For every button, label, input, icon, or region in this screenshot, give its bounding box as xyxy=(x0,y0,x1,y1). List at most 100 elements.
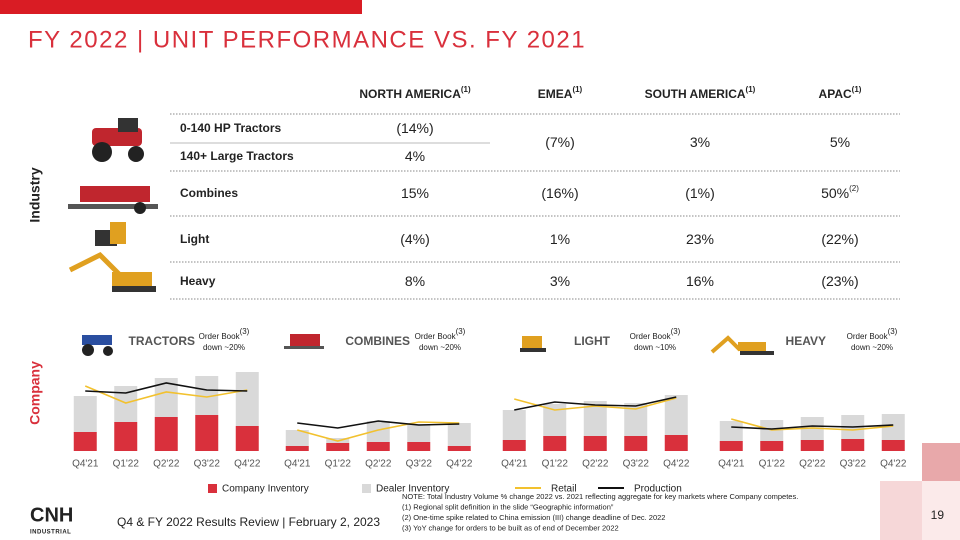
x-tick-label: Q1'22 xyxy=(325,459,352,470)
table-cell: 3% xyxy=(550,273,570,289)
table-cell: 3% xyxy=(690,134,710,150)
line xyxy=(514,396,677,411)
text-part: (14%) xyxy=(396,120,433,136)
bar xyxy=(881,440,905,451)
superscript: (3) xyxy=(456,327,466,336)
bar xyxy=(881,414,905,440)
text-part: (16%) xyxy=(541,185,578,201)
bar xyxy=(841,439,865,451)
text-part: 3% xyxy=(690,134,710,150)
line xyxy=(731,418,894,431)
x-tick-label: Q2'22 xyxy=(582,459,609,470)
chart-label: TRACTORS xyxy=(129,334,195,348)
text-part: Order Book xyxy=(630,332,672,341)
order-book-value: down ~20% xyxy=(203,343,245,352)
table-cell: 23% xyxy=(686,231,714,247)
table-cell: (23%) xyxy=(821,273,858,289)
x-tick-label: Q4'22 xyxy=(880,459,907,470)
text-part: (7%) xyxy=(545,134,575,150)
text-part: (1%) xyxy=(685,185,715,201)
bar xyxy=(543,436,567,451)
bar xyxy=(447,446,471,451)
x-tick-label: Q3'22 xyxy=(406,459,433,470)
page-number: 19 xyxy=(931,508,945,522)
order-book: Order Book(3) xyxy=(630,327,681,341)
text-part: Order Book xyxy=(199,332,241,341)
bar xyxy=(285,446,309,451)
text-part: SOUTH AMERICA xyxy=(645,87,746,101)
text-part: 1% xyxy=(550,231,570,247)
text-part: 50% xyxy=(821,185,849,201)
industry-label: Industry xyxy=(27,167,43,222)
row-label: 140+ Large Tractors xyxy=(180,149,294,163)
bar xyxy=(366,442,390,451)
bar xyxy=(73,396,97,432)
text-part: 5% xyxy=(830,134,850,150)
bar xyxy=(664,395,688,435)
x-tick-label: Q1'22 xyxy=(759,459,786,470)
table-cell: 16% xyxy=(686,273,714,289)
company-label: Company xyxy=(27,361,43,425)
legend-label: Retail xyxy=(551,484,577,495)
bar xyxy=(235,372,259,426)
superscript: (1) xyxy=(852,85,862,94)
x-tick-label: Q4'22 xyxy=(234,459,261,470)
decor xyxy=(922,481,960,540)
text-part: (23%) xyxy=(821,273,858,289)
logo: CNH xyxy=(30,504,73,526)
text-part: APAC xyxy=(819,87,852,101)
top-band xyxy=(0,0,362,14)
bar xyxy=(502,410,526,440)
line xyxy=(85,382,248,394)
x-tick-label: Q4'21 xyxy=(501,459,528,470)
bar xyxy=(235,426,259,451)
bar xyxy=(407,424,431,442)
chart-label: HEAVY xyxy=(786,334,826,348)
table-cell: (4%) xyxy=(400,231,430,247)
x-tick-label: Q2'22 xyxy=(365,459,392,470)
superscript: (1) xyxy=(746,85,756,94)
text-part: Order Book xyxy=(847,332,889,341)
line xyxy=(297,420,460,429)
text-part: (4%) xyxy=(400,231,430,247)
text-part: (22%) xyxy=(821,231,858,247)
chart-label: LIGHT xyxy=(574,334,611,348)
bar xyxy=(154,417,178,451)
bar xyxy=(502,440,526,451)
bar xyxy=(583,436,607,451)
x-tick-label: Q4'21 xyxy=(284,459,311,470)
table-cell: 4% xyxy=(405,148,425,164)
bar xyxy=(114,386,138,422)
text-part: 8% xyxy=(405,273,425,289)
decor xyxy=(880,481,922,540)
industry-icons xyxy=(68,118,158,292)
table-cell: (7%) xyxy=(545,134,575,150)
x-tick-label: Q4'22 xyxy=(446,459,473,470)
table-cell: (1%) xyxy=(685,185,715,201)
order-book: Order Book(3) xyxy=(415,327,466,341)
order-book-value: down ~20% xyxy=(851,343,893,352)
x-tick-label: Q2'22 xyxy=(153,459,180,470)
table-cell: (22%) xyxy=(821,231,858,247)
bar xyxy=(407,442,431,451)
note: NOTE: Total Industry Volume % change 202… xyxy=(402,492,798,501)
column-header: NORTH AMERICA(1) xyxy=(359,85,471,101)
legend-swatch xyxy=(362,484,371,493)
text-part: Order Book xyxy=(415,332,457,341)
row-label: Heavy xyxy=(180,274,216,288)
line xyxy=(297,421,460,442)
note: (2) One-time spike related to China emis… xyxy=(402,513,665,522)
table-cell: 1% xyxy=(550,231,570,247)
chart-label: COMBINES xyxy=(345,334,410,348)
x-tick-label: Q4'21 xyxy=(72,459,99,470)
superscript: (3) xyxy=(240,327,250,336)
bar xyxy=(719,421,743,441)
order-book: Order Book(3) xyxy=(847,327,898,341)
text-part: EMEA xyxy=(538,87,573,101)
line xyxy=(84,385,248,404)
note: (3) YoY change for orders to be built as… xyxy=(402,523,619,532)
superscript: (1) xyxy=(572,85,582,94)
text-part: 3% xyxy=(550,273,570,289)
line xyxy=(514,397,677,411)
